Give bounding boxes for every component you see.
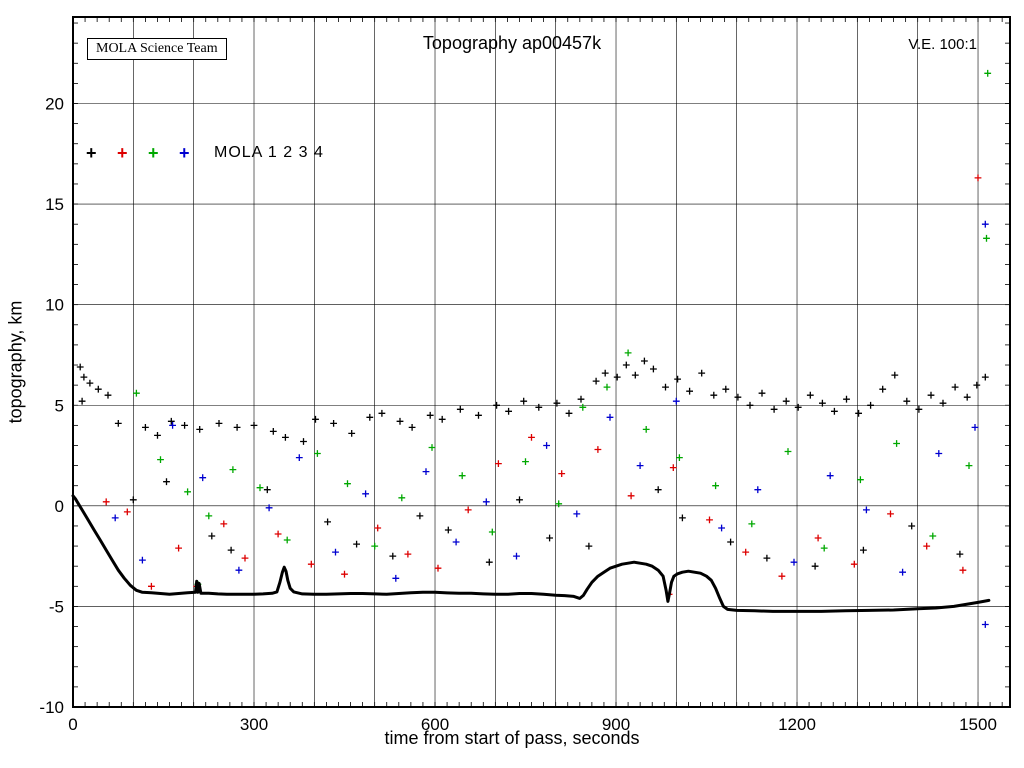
legend-marker-mola1: +	[86, 143, 97, 163]
legend-label: MOLA 1 2 3 4	[214, 144, 324, 161]
svg-text:20: 20	[45, 95, 64, 114]
team-label: MOLA Science Team	[87, 38, 227, 60]
svg-text:10: 10	[45, 296, 64, 315]
scatter-series-mola-1	[76, 357, 989, 570]
x-tick-labels: 0 300 600 900 1200 1500	[68, 715, 997, 734]
svg-text:300: 300	[240, 715, 268, 734]
svg-text:0: 0	[68, 715, 77, 734]
svg-text:-10: -10	[39, 698, 64, 717]
y-axis-label: topography, km	[5, 300, 26, 424]
svg-text:1500: 1500	[959, 715, 997, 734]
profile-series	[71, 494, 991, 613]
legend-marker-mola3: +	[148, 143, 159, 163]
legend: + + + + MOLA 1 2 3 4	[86, 144, 324, 162]
plot-border	[72, 16, 1011, 708]
grid-lines	[72, 17, 1010, 708]
y-tick-labels: -10 -5 0 5 10 15 20	[39, 95, 64, 717]
svg-text:900: 900	[602, 715, 630, 734]
legend-marker-mola2: +	[117, 143, 128, 163]
svg-text:1200: 1200	[778, 715, 816, 734]
svg-text:5: 5	[55, 396, 64, 415]
x-axis-label: time from start of pass, seconds	[384, 728, 640, 748]
svg-text:-5: -5	[49, 597, 64, 616]
svg-text:0: 0	[55, 497, 64, 516]
svg-text:600: 600	[421, 715, 449, 734]
vertical-exaggeration-label: V.E. 100:1	[908, 36, 977, 53]
scatter-series-mola-4	[111, 220, 989, 628]
scatter-series-mola-2	[102, 174, 982, 598]
svg-text:15: 15	[45, 195, 64, 214]
plot-title: Topography ap00457k	[422, 33, 602, 53]
legend-marker-mola4: +	[179, 143, 190, 163]
minor-ticks	[72, 17, 1010, 708]
